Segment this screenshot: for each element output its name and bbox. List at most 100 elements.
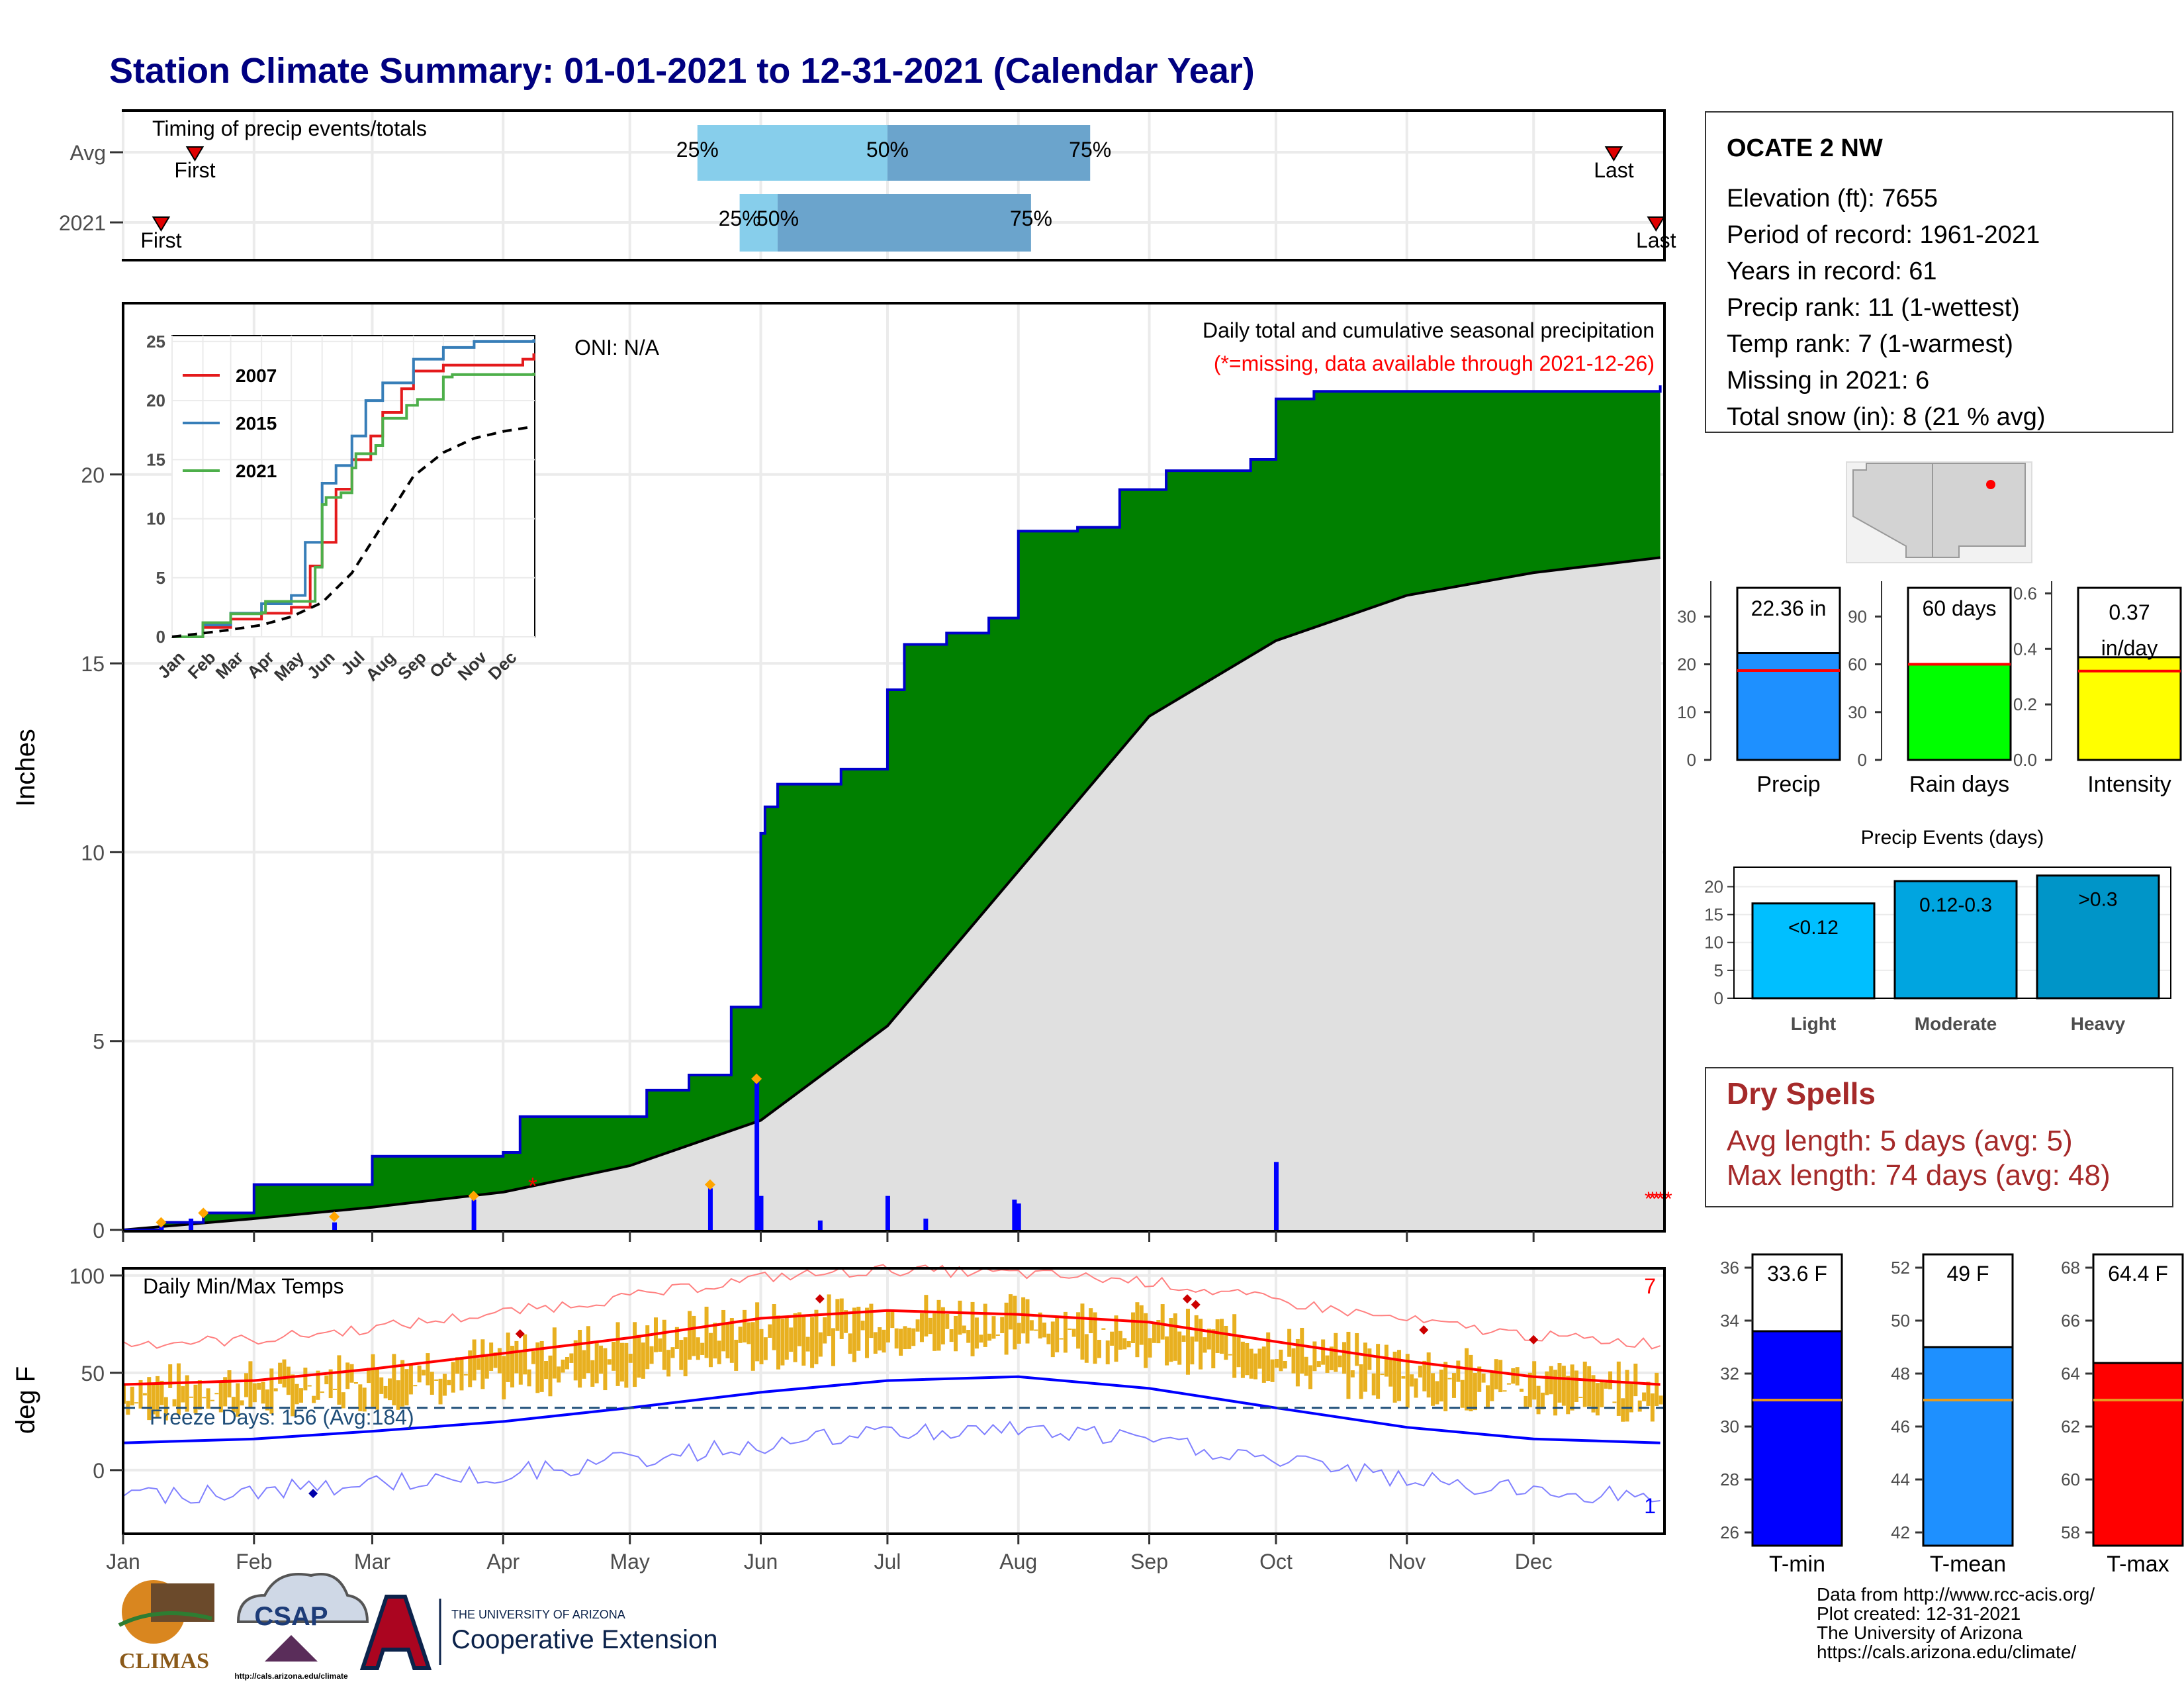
- month-label: Feb: [236, 1550, 272, 1573]
- daily-temp-bar: [696, 1337, 700, 1360]
- daily-temp-bar: [1616, 1361, 1621, 1416]
- timing-bar-25-50: [739, 194, 778, 252]
- daily-temp-bar: [1595, 1383, 1600, 1416]
- daily-temp-bar: [805, 1336, 810, 1352]
- daily-temp-bar: [818, 1332, 823, 1357]
- daily-temp-bar: [958, 1300, 962, 1335]
- summary-y-tick-label: 0: [1858, 750, 1867, 770]
- daily-temp-bar: [619, 1342, 624, 1382]
- daily-precip-bar: [189, 1218, 194, 1230]
- tbar-y-tick-label: 30: [1720, 1417, 1739, 1436]
- daily-temp-bar: [1646, 1382, 1651, 1406]
- daily-temp-bar: [1359, 1364, 1363, 1399]
- daily-temp-bar: [1118, 1331, 1122, 1350]
- daily-temp-bar: [426, 1353, 430, 1385]
- daily-temp-bar: [780, 1318, 785, 1366]
- daily-temp-bar: [168, 1364, 173, 1388]
- csap-logo-text: CSAP: [254, 1602, 328, 1631]
- temp-panel-label: Daily Min/Max Temps: [143, 1274, 343, 1298]
- daily-temp-bar: [291, 1374, 295, 1417]
- daily-temp-bar: [970, 1301, 975, 1356]
- daily-temp-bar: [1059, 1338, 1064, 1340]
- daily-temp-bar: [1600, 1381, 1604, 1407]
- month-label: Jul: [874, 1550, 901, 1573]
- month-label: Dec: [1515, 1550, 1553, 1573]
- timing-pct-25: 25%: [719, 207, 761, 230]
- daily-temp-bar: [612, 1341, 616, 1371]
- daily-temp-bar: [607, 1359, 612, 1365]
- first-label: First: [140, 228, 181, 252]
- daily-temp-bar: [1257, 1348, 1262, 1369]
- timing-panel: Timing of precip events/totals Avg 2021 25%…: [59, 109, 1676, 261]
- daily-temp-bar: [1397, 1350, 1402, 1401]
- daily-temp-bar: [484, 1355, 489, 1379]
- daily-temp-bar: [1316, 1361, 1321, 1368]
- daily-temp-bar: [1447, 1378, 1452, 1380]
- daily-temp-bar: [1312, 1341, 1317, 1372]
- daily-temp-bar: [265, 1389, 269, 1411]
- daily-temp-bar: [1224, 1325, 1228, 1360]
- temp-y-tick-label: 100: [69, 1264, 105, 1288]
- last-marker: [1647, 216, 1666, 232]
- precip-y-tick-label: 15: [81, 652, 105, 676]
- daily-temp-bar: [447, 1380, 451, 1385]
- daily-temp-bar: [476, 1358, 480, 1370]
- daily-temp-bar: [1405, 1354, 1410, 1408]
- inset-y-tick-label: 5: [156, 568, 165, 588]
- daily-temp-bar: [649, 1346, 654, 1364]
- dry-spells-frame: [1705, 1067, 2173, 1207]
- daily-temp-bar: [1017, 1323, 1021, 1344]
- dry-spells-title: Dry Spells: [1727, 1076, 1876, 1111]
- daily-precip-bar: [754, 1080, 760, 1230]
- daily-temp-bar: [1206, 1329, 1211, 1350]
- dry-spells-avg: Avg length: 5 days (avg: 5): [1727, 1125, 2073, 1157]
- cumulative-precip-line: [123, 385, 1662, 1231]
- daily-temp-bar: [734, 1339, 739, 1371]
- events-category-label: Light: [1791, 1013, 1836, 1034]
- daily-temp-bar: [1545, 1371, 1549, 1395]
- timing-pct-25: 25%: [676, 138, 719, 162]
- daily-temp-bar: [1532, 1361, 1537, 1400]
- daily-temp-bar: [713, 1323, 717, 1359]
- daily-temp-bar: [257, 1382, 261, 1390]
- summary-y-tick-label: 0: [1687, 750, 1696, 770]
- daily-temp-bar: [1350, 1370, 1355, 1378]
- daily-temp-bar: [362, 1387, 367, 1412]
- daily-precip-bar: [707, 1188, 713, 1230]
- daily-temp-bar: [1574, 1370, 1579, 1403]
- climas-logo-text: CLIMAS: [119, 1649, 209, 1673]
- daily-temp-bar: [1245, 1342, 1250, 1376]
- daily-temp-bar: [962, 1325, 966, 1334]
- daily-temp-bar: [1089, 1308, 1093, 1334]
- footer-line: https://cals.arizona.edu/climate/: [1817, 1642, 2076, 1662]
- daily-temp-bar: [400, 1360, 405, 1407]
- daily-temp-bar: [645, 1325, 650, 1370]
- daily-temp-bar: [747, 1322, 751, 1344]
- summary-y-tick-label: 90: [1848, 606, 1867, 626]
- daily-temp-bar: [721, 1309, 726, 1352]
- timing-bar-50-75: [778, 194, 1031, 252]
- daily-temp-bar: [472, 1339, 477, 1381]
- daily-temp-bar: [911, 1328, 916, 1346]
- daily-temp-bar: [869, 1303, 874, 1338]
- daily-temp-bar: [1650, 1393, 1655, 1422]
- temp-y-tick-label: 50: [81, 1362, 105, 1385]
- daily-temp-bar: [1380, 1374, 1385, 1376]
- daily-temp-bar: [708, 1333, 713, 1368]
- daily-temp-bar: [367, 1368, 371, 1383]
- daily-temp-bar: [954, 1316, 958, 1352]
- daily-temp-bar: [637, 1335, 641, 1378]
- daily-temp-bar: [316, 1370, 320, 1400]
- daily-temp-bar: [1321, 1339, 1326, 1365]
- daily-temp-bar: [1139, 1305, 1144, 1345]
- daily-temp-bar: [1659, 1395, 1663, 1405]
- daily-temp-bar: [379, 1377, 384, 1394]
- daily-temp-bar: [1367, 1348, 1372, 1370]
- last-marker: [1604, 146, 1623, 162]
- daily-temp-bar: [755, 1302, 760, 1362]
- daily-temp-bar: [303, 1368, 308, 1391]
- daily-temp-bar: [919, 1313, 924, 1342]
- events-y-tick-label: 15: [1704, 905, 1723, 925]
- first-marker: [185, 146, 205, 162]
- daily-temp-bar: [928, 1317, 933, 1335]
